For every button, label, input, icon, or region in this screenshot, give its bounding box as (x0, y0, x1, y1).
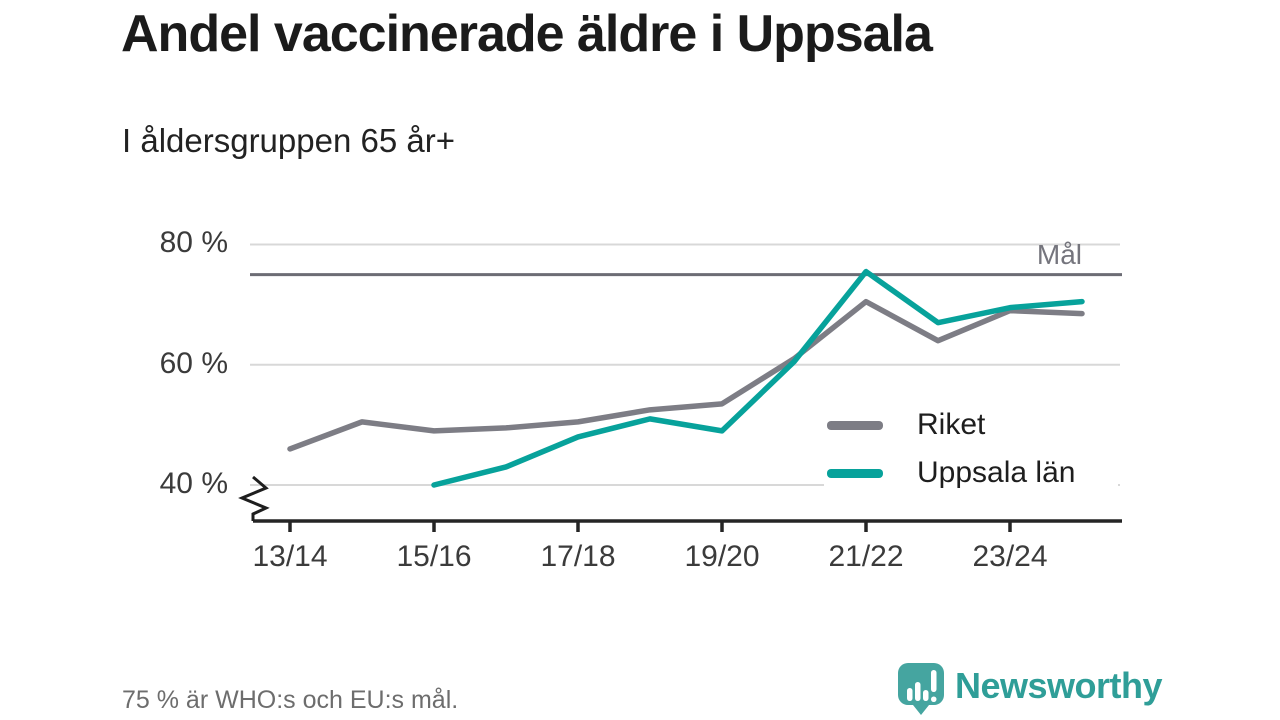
x-tick-label-1314: 13/14 (252, 540, 328, 573)
x-tick-label-1516: 15/16 (396, 540, 472, 573)
x-tick-label-2122: 21/22 (828, 540, 904, 573)
footnote: 75 % är WHO:s och EU:s mål. (122, 686, 459, 714)
uppsala-line-swatch (827, 468, 883, 478)
legend-label-riket: Riket (917, 408, 986, 441)
legend-label-uppsala: Uppsala län (917, 456, 1076, 489)
chart-subtitle: I åldersgruppen 65 år+ (122, 122, 455, 159)
data-series (287, 268, 1085, 488)
y-tick-label-80: 80 % (159, 226, 228, 259)
x-tick-label-1920: 19/20 (684, 540, 760, 573)
riket-line-swatch (827, 420, 883, 430)
x-tick-label-2324: 23/24 (972, 540, 1048, 573)
series-line-uppsala-l-n (431, 268, 1085, 488)
y-tick-label-60: 60 % (159, 347, 228, 380)
chart-legend: Riket Uppsala län (824, 401, 1118, 497)
chart-title: Andel vaccinerade äldre i Uppsala (121, 5, 933, 63)
legend-item-uppsala: Uppsala län (824, 450, 1118, 496)
bar-chart-speech-bubble-icon (898, 663, 944, 715)
y-tick-label-40: 40 % (159, 467, 228, 500)
newsworthy-logo: Newsworthy (896, 661, 1163, 717)
newsworthy-logo-text: Newsworthy (955, 665, 1163, 706)
axis-break-zigzag (238, 475, 270, 521)
series-line-riket (287, 298, 1085, 452)
x-tick-label-1718: 17/18 (540, 540, 616, 573)
x-axis (253, 519, 1122, 532)
legend-item-riket: Riket (824, 402, 1118, 448)
goal-line-label: Mål (1036, 239, 1082, 270)
